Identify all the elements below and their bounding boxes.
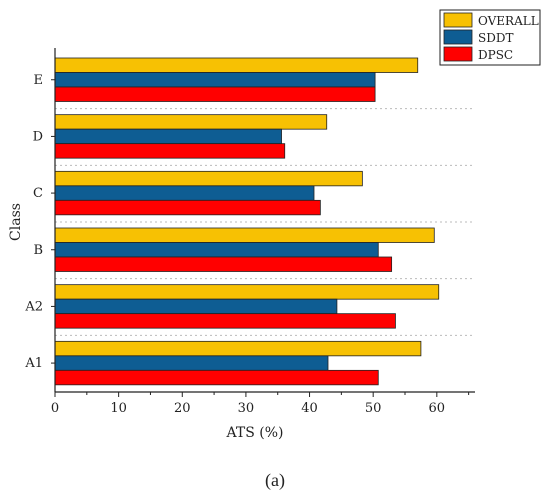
x-tick-label: 10: [110, 401, 127, 416]
axes-layer: E D C B A2 A1 0 10 20 30 40 50 60: [24, 48, 475, 416]
bar-overall-a2: [54, 284, 440, 300]
x-tick-label: 20: [174, 401, 191, 416]
bars-layer: [54, 57, 440, 386]
bar-sddt-a2: [54, 298, 338, 315]
bar-overall-a1: [54, 340, 422, 357]
legend-swatch-overall: [443, 12, 473, 28]
bar-overall-e: [54, 57, 419, 73]
legend: OVERALL SDDT DPSC: [439, 9, 541, 66]
bar-overall-b: [54, 227, 435, 243]
y-tick-label: A2: [24, 299, 43, 314]
bar-chart: E D C B A2 A1 0 10 20 30 40 50 60 ATS (%) Class OVER…: [8, 9, 541, 441]
x-axis-title: ATS (%): [226, 425, 284, 441]
bar-dpsc-c: [54, 199, 321, 216]
x-tick-label: 60: [429, 401, 446, 416]
bar-sddt-c: [54, 185, 315, 201]
legend-swatch-sddt: [443, 29, 473, 45]
y-tick-label: B: [33, 243, 43, 258]
bar-sddt-a1: [54, 355, 329, 371]
bar-dpsc-d: [54, 143, 286, 159]
legend-label-overall: OVERALL: [478, 14, 539, 28]
x-tick-label: 50: [365, 401, 382, 416]
y-tick-label: A1: [24, 356, 43, 371]
bar-dpsc-a2: [54, 313, 396, 329]
y-tick-label: C: [33, 186, 43, 201]
x-tick-label: 0: [51, 401, 59, 416]
grid-layer: [55, 108, 475, 336]
bar-dpsc-a1: [54, 369, 379, 386]
bar-dpsc-e: [54, 86, 376, 102]
bar-sddt-e: [54, 72, 376, 88]
y-tick-label: D: [33, 129, 43, 144]
figure-caption: (a): [265, 470, 285, 490]
y-tick-label: E: [34, 73, 44, 88]
legend-label-dpsc: DPSC: [478, 48, 513, 62]
bar-dpsc-b: [54, 256, 393, 272]
y-axis-title: Class: [8, 203, 24, 241]
bar-overall-d: [54, 114, 328, 130]
x-tick-label: 30: [238, 401, 255, 416]
legend-swatch-dpsc: [443, 46, 473, 62]
legend-label-sddt: SDDT: [478, 31, 513, 45]
bar-sddt-d: [54, 128, 282, 145]
bar-sddt-b: [54, 242, 379, 258]
x-tick-label: 40: [301, 401, 318, 416]
bar-overall-c: [54, 170, 363, 187]
